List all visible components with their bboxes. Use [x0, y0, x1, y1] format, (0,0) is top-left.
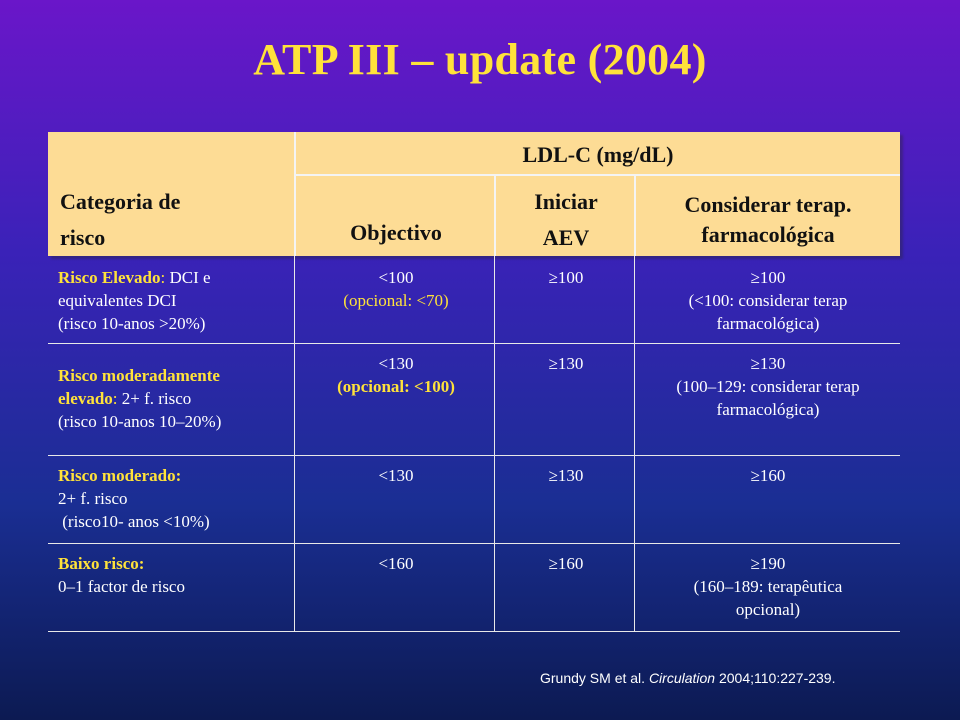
header-divider-obj	[494, 174, 496, 256]
citation: Grundy SM et al. Circulation 2004;110:22…	[540, 670, 835, 686]
category-line1: Baixo risco:	[58, 554, 145, 573]
row-objective: <100 (opcional: <70)	[296, 266, 496, 312]
consider-value: ≥130	[750, 354, 786, 373]
header-objective: Objectivo	[350, 220, 442, 245]
category-text: 2+ f. risco	[117, 389, 192, 408]
header-divider-cat	[294, 132, 296, 256]
category-line3: (risco 10-anos >20%)	[58, 314, 206, 333]
header-consider-line2: farmacológica	[701, 222, 835, 247]
column-divider	[294, 256, 295, 632]
category-line2: elevado: 2+ f. risco	[58, 387, 288, 410]
category-colon: :	[160, 268, 166, 287]
objective-optional: (opcional: <70)	[343, 291, 449, 310]
category-colon: :	[112, 389, 118, 408]
citation-journal: Circulation	[648, 670, 716, 686]
row-divider	[48, 543, 900, 544]
category-line1: Risco Elevado: DCI e	[58, 266, 288, 289]
category-title: Risco Elevado	[58, 268, 161, 287]
row-category: Risco moderadamente elevado: 2+ f. risco…	[58, 364, 288, 433]
category-text: DCI e	[165, 268, 211, 287]
consider-line2: (100–129: considerar terap	[676, 377, 860, 396]
row-objective: <130	[378, 466, 414, 485]
header-divider-ini	[634, 174, 636, 256]
header-consider-line1: Considerar terap.	[684, 192, 852, 217]
category-title-cont: elevado	[58, 389, 113, 408]
row-consider: ≥190 (160–189: terapêutica opcional)	[636, 552, 900, 621]
row-consider: ≥160	[750, 466, 786, 485]
header-category-line1: Categoria de	[60, 189, 181, 214]
category-line1: Risco moderadamente	[58, 366, 220, 385]
row-divider	[48, 455, 900, 456]
row-consider: ≥130 (100–129: considerar terap farmacol…	[636, 352, 900, 421]
category-line2: 0–1 factor de risco	[58, 577, 185, 596]
consider-line3: opcional)	[735, 600, 801, 619]
header-category: Categoria de risco	[60, 184, 180, 256]
slide-title: ATP III – update (2004)	[253, 35, 707, 84]
consider-line3: farmacológica)	[716, 314, 820, 333]
row-start: ≥130	[548, 466, 584, 485]
column-divider	[494, 256, 495, 632]
row-divider	[48, 631, 900, 632]
row-objective: <160	[378, 554, 414, 573]
row-category: Risco Elevado: DCI e equivalentes DCI (r…	[58, 266, 288, 335]
header-start-line1: Iniciar	[534, 189, 598, 214]
category-line3: (risco 10-anos 10–20%)	[58, 412, 222, 431]
header-category-line2: risco	[60, 225, 106, 250]
header-start-tlc: Iniciar AEV	[496, 184, 636, 256]
row-category: Risco moderado: 2+ f. risco (risco10- an…	[58, 464, 288, 533]
header-divider-ldl	[296, 174, 900, 176]
table-body: Risco Elevado: DCI e equivalentes DCI (r…	[48, 256, 900, 632]
category-line2: 2+ f. risco	[58, 489, 128, 508]
citation-details: 2004;110:227-239.	[715, 670, 836, 686]
consider-line2: (<100: considerar terap	[688, 291, 848, 310]
row-divider	[48, 343, 900, 344]
table-header: Categoria de risco LDL-C (mg/dL) Objecti…	[48, 132, 900, 256]
row-category: Baixo risco: 0–1 factor de risco	[58, 552, 288, 598]
header-start-line2: AEV	[542, 225, 590, 250]
header-ldl: LDL-C (mg/dL)	[522, 142, 674, 167]
row-consider: ≥100 (<100: considerar terap farmacológi…	[636, 266, 900, 335]
consider-line3: farmacológica)	[716, 400, 820, 419]
consider-value: ≥100	[750, 268, 786, 287]
consider-value: ≥190	[750, 554, 786, 573]
category-line3: (risco10- anos <10%)	[58, 512, 210, 531]
row-start: ≥100	[548, 268, 584, 287]
row-start: ≥130	[548, 354, 584, 373]
objective-optional: (opcional: <100)	[337, 377, 455, 396]
row-objective: <130 (opcional: <100)	[296, 352, 496, 398]
consider-line2: (160–189: terapêutica	[693, 577, 843, 596]
category-line1: Risco moderado:	[58, 466, 182, 485]
column-divider	[634, 256, 635, 632]
category-line2: equivalentes DCI	[58, 291, 177, 310]
citation-authors: Grundy SM et al.	[540, 670, 649, 686]
header-consider-drug: Considerar terap. farmacológica	[636, 190, 900, 250]
objective-value: <130	[378, 354, 414, 373]
row-start: ≥160	[548, 554, 584, 573]
objective-value: <100	[378, 268, 414, 287]
